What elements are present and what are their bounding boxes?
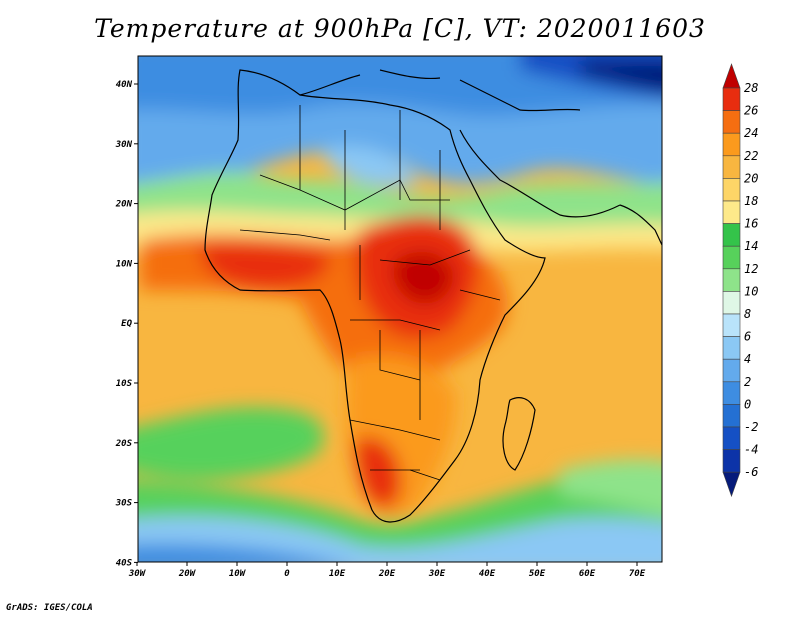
colorbar-swatch bbox=[722, 381, 741, 405]
lat-axis: 40N 30N 20N 10N EQ 10S 20S 30S 40S bbox=[115, 80, 138, 568]
colorbar-swatch bbox=[722, 313, 741, 337]
colorbar-swatch bbox=[722, 449, 741, 473]
colorbar-swatch bbox=[722, 200, 741, 224]
lat-tick-label: 10S bbox=[116, 379, 133, 389]
colorbar-label: -2 bbox=[744, 420, 758, 434]
lat-tick-label: 30S bbox=[115, 499, 133, 509]
colorbar-label: 16 bbox=[744, 217, 758, 231]
colorbar-bottom-arrow bbox=[722, 471, 741, 498]
colorbar-label: 10 bbox=[744, 284, 758, 298]
lon-tick-label: 30W bbox=[128, 569, 147, 579]
grads-credit: GrADS: IGES/COLA bbox=[6, 603, 93, 613]
colorbar-swatch bbox=[722, 426, 741, 450]
lon-tick-label: 60E bbox=[579, 569, 596, 579]
lon-tick-label: 10E bbox=[329, 569, 346, 579]
colorbar-swatch bbox=[722, 336, 741, 360]
colorbar-label: 26 bbox=[744, 104, 758, 118]
colorbar-swatch bbox=[722, 358, 741, 383]
colorbar-swatch bbox=[722, 132, 741, 157]
lat-tick-label: 40S bbox=[116, 558, 133, 568]
colorbar-label: 6 bbox=[744, 330, 751, 344]
lon-axis: 30W 20W 10W 0 10E 20E 30E 40E 50E 60E 70E bbox=[128, 562, 646, 579]
lon-tick-label: 0 bbox=[284, 569, 290, 579]
colorbar-swatch bbox=[722, 110, 741, 134]
colorbar-label: 24 bbox=[744, 126, 758, 140]
colorbar-swatch bbox=[722, 268, 741, 292]
lon-tick-label: 10W bbox=[229, 569, 247, 579]
lon-tick-label: 40E bbox=[479, 569, 496, 579]
colorbar-label: -6 bbox=[744, 465, 758, 479]
colorbar-label: 22 bbox=[744, 149, 758, 163]
lon-tick-label: 70E bbox=[629, 569, 646, 579]
lon-tick-label: 50E bbox=[529, 569, 546, 579]
country-borders bbox=[239, 105, 501, 481]
colorbar-label: 20 bbox=[744, 171, 758, 185]
lon-tick-label: 20W bbox=[178, 569, 197, 579]
colorbar-swatch bbox=[722, 245, 741, 270]
lon-tick-label: 30E bbox=[428, 569, 446, 579]
lat-tick-label: 20N bbox=[115, 200, 133, 210]
colorbar-swatch bbox=[722, 223, 741, 247]
colorbar-label: 18 bbox=[744, 194, 758, 208]
map-title: Temperature at 900hPa [C], VT: 202001160… bbox=[94, 14, 706, 43]
colorbar-label: 14 bbox=[744, 239, 758, 253]
lat-tick-label: 20S bbox=[115, 439, 133, 449]
map-frame bbox=[137, 55, 663, 563]
colorbar-swatch bbox=[722, 155, 741, 179]
lat-tick-label: EQ bbox=[121, 319, 132, 329]
colorbar-label: 4 bbox=[744, 352, 751, 366]
lat-tick-label: 40N bbox=[116, 80, 133, 90]
colorbar-swatch bbox=[722, 404, 741, 428]
lon-tick-label: 20E bbox=[378, 569, 396, 579]
colorbar-top-arrow bbox=[722, 63, 741, 89]
colorbar-swatch bbox=[722, 291, 741, 315]
colorbar-label: 8 bbox=[744, 307, 751, 321]
lat-tick-label: 10N bbox=[116, 259, 133, 269]
colorbar-label: -4 bbox=[744, 443, 758, 457]
colorbar-label: 2 bbox=[744, 375, 751, 389]
colorbar-label: 0 bbox=[744, 397, 751, 411]
colorbar-swatch bbox=[722, 87, 741, 111]
lat-tick-label: 30N bbox=[115, 140, 133, 150]
colorbar-swatch bbox=[722, 178, 741, 202]
colorbar-label: 28 bbox=[744, 81, 758, 95]
colorbar-label: 12 bbox=[744, 262, 758, 276]
